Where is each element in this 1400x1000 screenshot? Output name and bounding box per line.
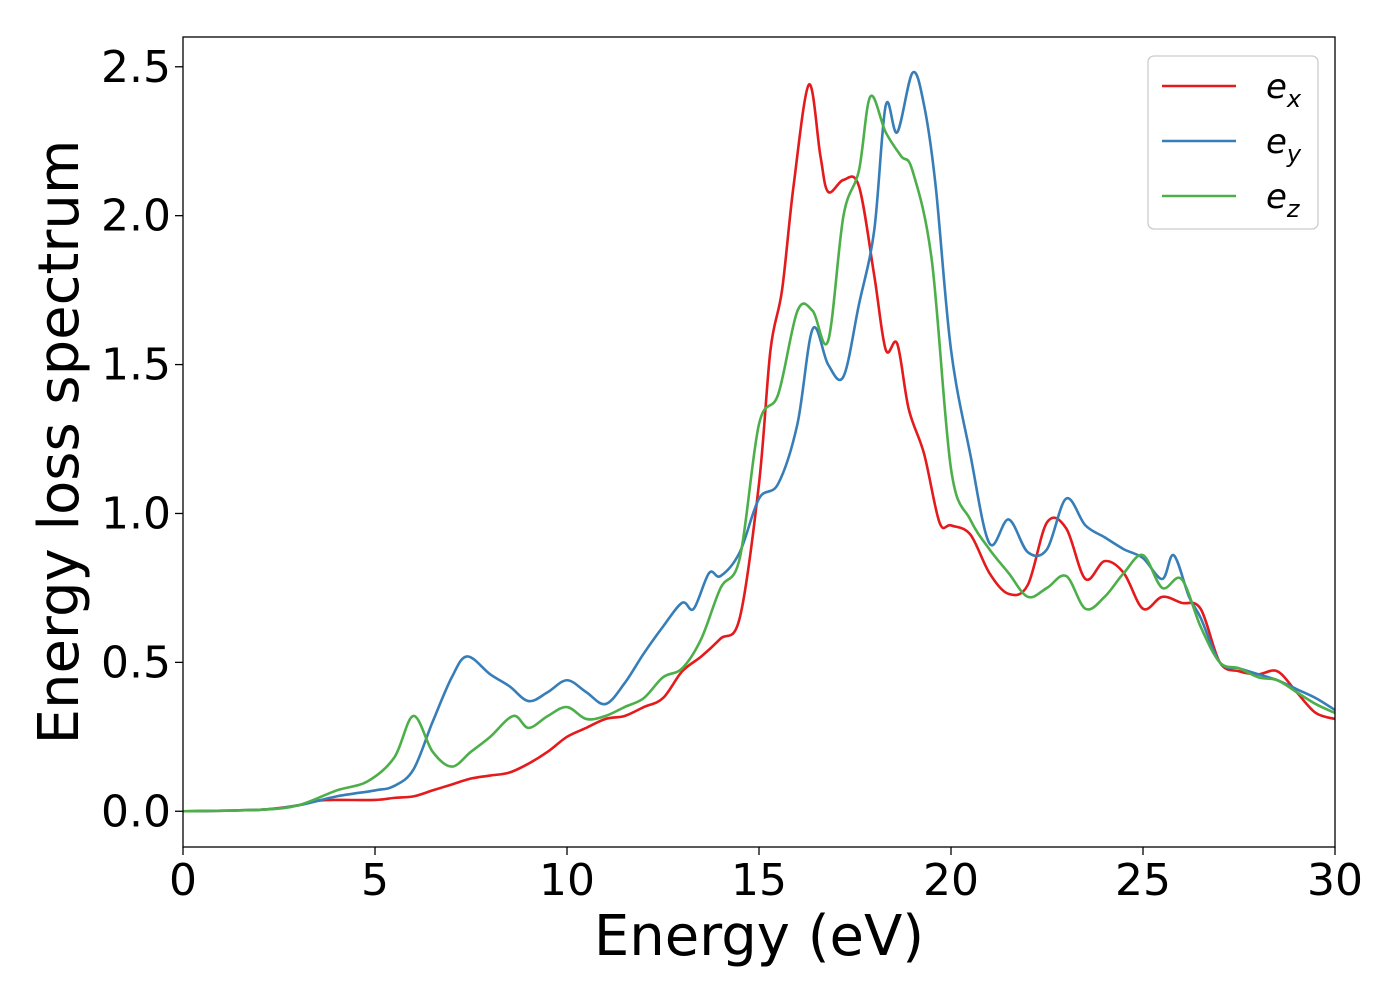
y-axis-label: Energy loss spectrum [27,140,92,745]
y-tick-label: 1.0 [101,488,171,539]
x-tick-label: 15 [731,855,787,906]
x-axis-label: Energy (eV) [594,904,924,969]
legend-subscript: z [1286,195,1301,223]
y-tick-label: 2.5 [101,42,171,93]
y-tick-label: 1.5 [101,340,171,391]
series-line-e-y [183,70,1335,813]
x-tick-label: 25 [1115,855,1171,906]
series-line-e-z [183,94,1335,813]
y-axis: 0.0 0.5 1.0 1.5 2.0 2.5 [101,42,183,837]
x-tick-label: 0 [169,855,197,906]
y-tick-label: 0.0 [101,786,171,837]
legend-subscript: x [1286,85,1302,113]
series-line-e-x [183,83,1335,813]
x-tick-label: 5 [361,855,389,906]
y-tick-label: 2.0 [101,191,171,242]
x-tick-label: 20 [923,855,979,906]
legend-subscript: y [1286,140,1302,168]
y-tick-label: 0.5 [101,637,171,688]
x-tick-label: 10 [539,855,595,906]
series-layer [183,70,1335,813]
x-tick-label: 30 [1307,855,1363,906]
legend-box [1147,55,1319,230]
x-axis: 0 5 10 15 20 25 30 [169,847,1363,906]
